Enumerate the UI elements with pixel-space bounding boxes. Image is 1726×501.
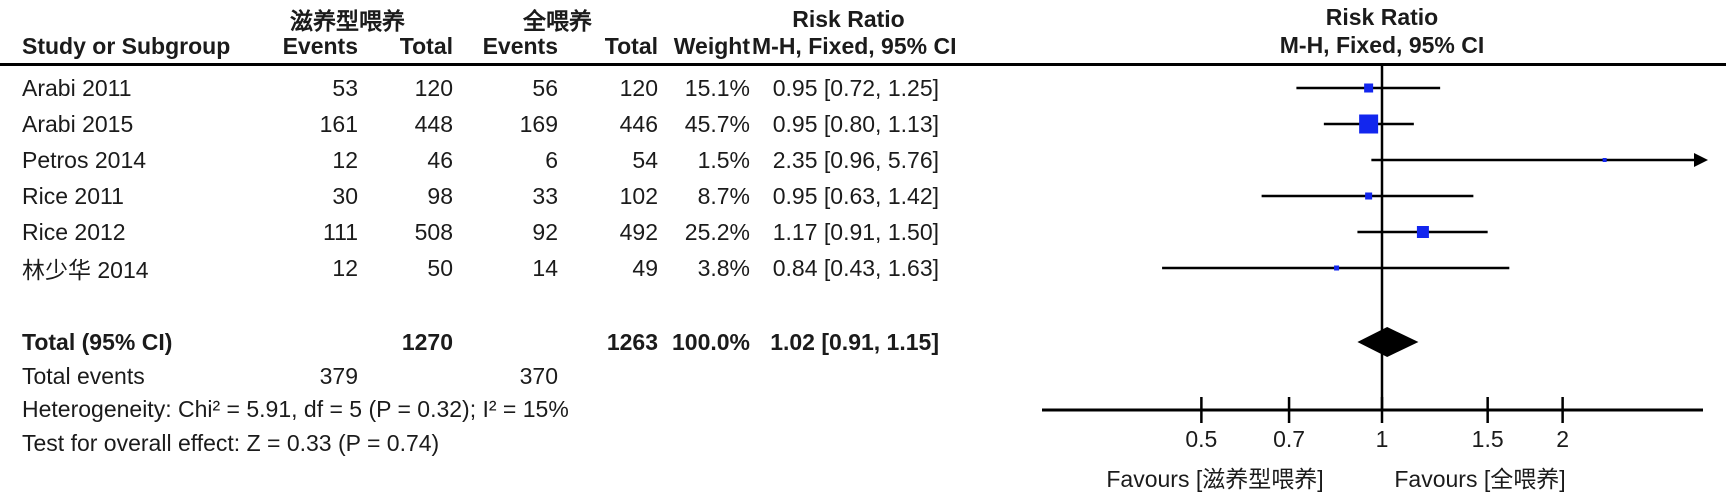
total-full-cell: 102	[619, 182, 658, 209]
total-trophic-cell: 120	[414, 74, 453, 101]
axis-tick-label: 0.5	[1185, 426, 1217, 452]
risk-ratio-cell: 0.84 [0.43, 1.63]	[772, 254, 939, 281]
weight-cell: 3.8%	[697, 254, 750, 281]
total-full-cell: 446	[619, 110, 658, 137]
weight-column-header: Weight	[673, 32, 750, 59]
overall-effect-line: Test for overall effect: Z = 0.33 (P = 0…	[22, 429, 440, 456]
events-trophic-cell: 53	[332, 74, 358, 101]
axis-tick-label: 1.5	[1472, 426, 1504, 452]
group-header-row: 滋养型喂养 全喂养 Risk Ratio	[0, 2, 945, 35]
table-row: Rice 2011 30 98 33 102 8.7% 0.95 [0.63, …	[0, 178, 945, 214]
weight-square	[1365, 192, 1373, 200]
risk-ratio-cell: 0.95 [0.72, 1.25]	[772, 74, 939, 101]
weight-square	[1602, 158, 1607, 162]
total-row: Total (95% CI) 1270 1263 100.0% 1.02 [0.…	[0, 324, 945, 360]
method-column-header: M-H, Fixed, 95% CI	[752, 32, 957, 59]
axis-tick-label: 2	[1556, 426, 1569, 452]
weight-cell: 45.7%	[684, 110, 750, 137]
events-full-cell: 169	[519, 110, 558, 137]
study-name-cell: Petros 2014	[22, 146, 147, 173]
total-trophic-cell: 508	[414, 218, 453, 245]
table-row: Rice 2012 111 508 92 492 25.2% 1.17 [0.9…	[0, 214, 945, 250]
axis-tick-label: 1	[1376, 426, 1389, 452]
table-row: Arabi 2011 53 120 56 120 15.1% 0.95 [0.7…	[0, 70, 945, 106]
study-column-header: Study or Subgroup	[22, 32, 231, 59]
total-diamond	[1357, 327, 1419, 357]
events-trophic-cell: 111	[323, 218, 358, 245]
events-trophic-cell: 12	[332, 254, 358, 281]
total-rr: 1.02 [0.91, 1.15]	[770, 328, 939, 355]
header-divider	[0, 63, 1726, 66]
total-trophic-cell: 448	[414, 110, 453, 137]
total2-column-header: Total	[604, 32, 658, 59]
weight-square	[1334, 265, 1340, 271]
favours-left-label: Favours [滋养型喂养]	[1106, 466, 1324, 492]
arrow-right-icon	[1694, 153, 1708, 167]
group2-header: 全喂养	[523, 8, 592, 34]
risk-ratio-cell: 0.95 [0.80, 1.13]	[772, 110, 939, 137]
weight-cell: 1.5%	[697, 146, 750, 173]
table-row: Arabi 2015 161 448 169 446 45.7% 0.95 [0…	[0, 106, 945, 142]
study-name-cell: Arabi 2015	[22, 110, 134, 137]
total-full-cell: 120	[619, 74, 658, 101]
axis-tick-label: 0.7	[1273, 426, 1305, 452]
favours-right-label: Favours [全喂养]	[1394, 466, 1566, 492]
total-full-cell: 49	[632, 254, 658, 281]
weight-square	[1416, 226, 1429, 238]
total-weight: 100.0%	[671, 328, 750, 355]
plot-method-header: M-H, Fixed, 95% CI	[1279, 32, 1485, 58]
total-events-row: Total events 379 370	[0, 358, 945, 394]
risk-ratio-cell: 2.35 [0.96, 5.76]	[772, 146, 939, 173]
weight-cell: 15.1%	[684, 74, 750, 101]
total-events-full: 370	[519, 362, 558, 389]
events-full-cell: 14	[532, 254, 558, 281]
total-full-cell: 492	[619, 218, 658, 245]
total-trophic-n: 1270	[401, 328, 453, 355]
events-full-cell: 92	[532, 218, 558, 245]
weight-square	[1364, 83, 1374, 93]
study-name-cell: 林少华 2014	[22, 257, 149, 283]
study-name-cell: Arabi 2011	[22, 74, 132, 101]
weight-square	[1359, 114, 1379, 134]
events-trophic-cell: 161	[319, 110, 358, 137]
risk-ratio-column-header: Risk Ratio	[792, 5, 905, 32]
total-trophic-cell: 50	[427, 254, 453, 281]
events-trophic-cell: 30	[332, 182, 358, 209]
weight-cell: 8.7%	[697, 182, 750, 209]
events-trophic-cell: 12	[332, 146, 358, 173]
weight-cell: 25.2%	[684, 218, 750, 245]
events1-column-header: Events	[282, 32, 358, 59]
total-events-trophic: 379	[319, 362, 358, 389]
total-full-cell: 54	[632, 146, 658, 173]
total-label: Total (95% CI)	[22, 328, 173, 355]
risk-ratio-cell: 1.17 [0.91, 1.50]	[772, 218, 939, 245]
risk-ratio-cell: 0.95 [0.63, 1.42]	[772, 182, 939, 209]
events-full-cell: 56	[532, 74, 558, 101]
study-name-cell: Rice 2011	[22, 182, 124, 209]
total-full-n: 1263	[606, 328, 658, 355]
events-full-cell: 6	[545, 146, 558, 173]
group1-header: 滋养型喂养	[290, 8, 405, 34]
plot-risk-ratio-header: Risk Ratio	[1325, 4, 1439, 30]
study-name-cell: Rice 2012	[22, 218, 126, 245]
heterogeneity-line: Heterogeneity: Chi² = 5.91, df = 5 (P = …	[22, 395, 569, 422]
events2-column-header: Events	[482, 32, 558, 59]
table-row: Petros 2014 12 46 6 54 1.5% 2.35 [0.96, …	[0, 142, 945, 178]
events-full-cell: 33	[532, 182, 558, 209]
table-row: 林少华 2014 12 50 14 49 3.8% 0.84 [0.43, 1.…	[0, 250, 945, 286]
total1-column-header: Total	[399, 32, 453, 59]
total-events-label: Total events	[22, 362, 145, 389]
total-trophic-cell: 46	[427, 146, 453, 173]
column-header-row: Study or Subgroup Events Total Events To…	[0, 30, 957, 62]
total-trophic-cell: 98	[427, 182, 453, 209]
